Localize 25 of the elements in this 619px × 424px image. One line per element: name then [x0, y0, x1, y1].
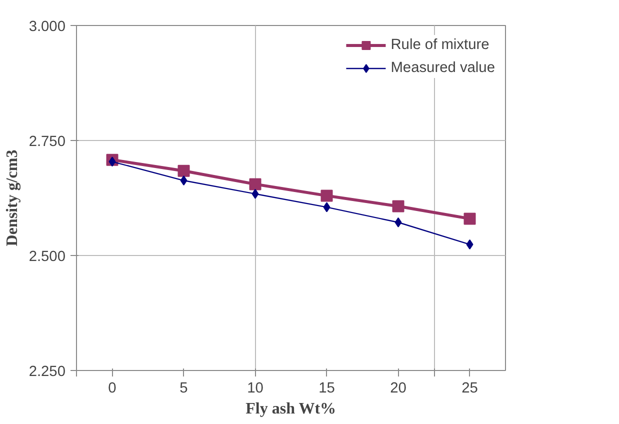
point — [252, 188, 259, 199]
point — [178, 164, 190, 177]
y-axis-title: Density g/cm3 — [4, 150, 21, 246]
x-tick-label: 25 — [462, 380, 478, 396]
x-axis-title: Fly ash Wt% — [246, 400, 336, 418]
x-tick-label: 10 — [247, 380, 264, 396]
point — [323, 202, 330, 212]
x-tick-label: 20 — [390, 380, 406, 396]
point — [180, 176, 188, 186]
x-tick-label: 0 — [108, 380, 116, 396]
point — [320, 190, 333, 202]
point — [249, 178, 262, 190]
legend-label: Measured value — [390, 60, 495, 76]
y-tick-label: 2.250 — [28, 364, 66, 380]
point — [464, 212, 476, 225]
point — [108, 156, 116, 167]
y-tick-label: 2.500 — [28, 249, 66, 265]
point — [392, 200, 404, 212]
x-tick-label: 5 — [180, 380, 188, 396]
x-tick-label: 15 — [318, 380, 335, 396]
point — [466, 239, 474, 250]
point — [394, 217, 402, 228]
legend-label: Rule of mixture — [390, 37, 490, 53]
y-tick-label: 3.000 — [28, 19, 66, 35]
y-tick-label: 2.750 — [28, 134, 66, 150]
